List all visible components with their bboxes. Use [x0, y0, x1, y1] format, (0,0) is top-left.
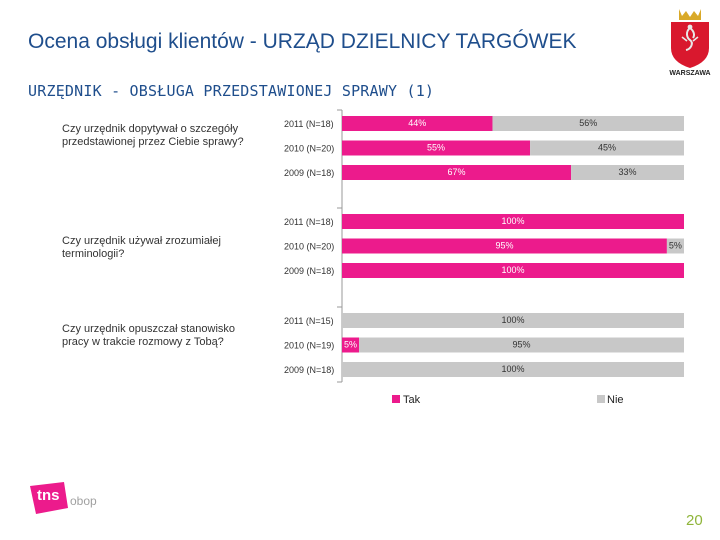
bar-tak-segment [342, 214, 684, 229]
bar-year-label: 2010 (N=19) [284, 341, 334, 351]
bar-year-label: 2011 (N=15) [284, 316, 334, 326]
warsaw-label: WARSZAWA [669, 70, 711, 77]
section-subtitle: URZĘDNIK - OBSŁUGA PRZEDSTAWIONEJ SPRAWY… [28, 82, 435, 100]
bar-tak-value-label: 95% [495, 241, 513, 251]
bar-year-label: 2011 (N=18) [284, 217, 334, 227]
legend-nie-swatch [597, 395, 605, 403]
tns-logo-text: tns [37, 487, 60, 504]
bar-nie-value-label: 100% [501, 364, 524, 374]
bar-nie-segment [342, 362, 684, 377]
legend-tak-label: Tak [403, 394, 421, 406]
bar-year-label: 2010 (N=20) [284, 242, 334, 252]
bar-nie-value-label: 100% [501, 315, 524, 325]
tns-obop-logo: tns obop [30, 482, 97, 519]
bar-year-label: 2010 (N=20) [284, 144, 334, 154]
bar-nie-value-label: 45% [598, 143, 616, 153]
bar-nie-value-label: 95% [513, 340, 531, 350]
bar-year-label: 2011 (N=18) [284, 119, 334, 129]
bar-tak-segment [342, 337, 360, 353]
bar-tak-value-label: 100% [501, 265, 524, 275]
bar-nie-segment [666, 238, 684, 254]
bar-nie-segment [342, 313, 684, 328]
legend-nie-label: Nie [607, 394, 624, 406]
bar-tak-segment [342, 140, 531, 156]
obop-logo-text: obop [70, 494, 97, 508]
bar-nie-value-label: 56% [579, 118, 597, 128]
bar-nie-segment [530, 140, 684, 156]
warsaw-crest-logo: WARSZAWA [665, 4, 715, 78]
bar-nie-segment [571, 165, 684, 180]
bar-tak-value-label: 100% [501, 216, 524, 226]
bar-tak-segment [342, 116, 493, 131]
warsaw-crest-icon [671, 9, 709, 68]
bar-year-label: 2009 (N=18) [284, 266, 334, 276]
bar-nie-segment [359, 337, 684, 353]
page-title: Ocena obsługi klientów - URZĄD DZIELNICY… [28, 30, 577, 53]
page-number: 20 [686, 512, 703, 529]
bar-year-label: 2009 (N=18) [284, 168, 334, 178]
bar-year-label: 2009 (N=18) [284, 365, 334, 375]
tns-logo-icon [30, 482, 68, 514]
legend-tak-swatch [392, 395, 400, 403]
bar-tak-segment [342, 238, 667, 254]
bar-nie-value-label: 33% [619, 167, 637, 177]
question-2-label: Czy urzędnik używał zrozumiałej terminol… [62, 235, 221, 260]
bar-nie-value-label: 5% [669, 241, 682, 251]
question-3-label: Czy urzędnik opuszczał stanowisko pracy … [62, 323, 236, 348]
bar-tak-segment [342, 165, 572, 180]
bar-nie-segment [492, 116, 684, 131]
bar-tak-value-label: 67% [448, 167, 466, 177]
bar-tak-value-label: 55% [427, 143, 445, 153]
bar-tak-value-label: 44% [408, 118, 426, 128]
bar-tak-segment [342, 263, 684, 278]
bar-tak-value-label: 5% [344, 340, 357, 350]
question-1-label: Czy urzędnik dopytywał o szczegóły przed… [62, 123, 244, 148]
